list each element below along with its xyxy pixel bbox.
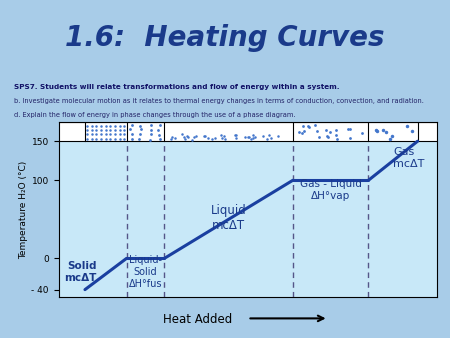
Text: Gas - Liquid
ΔH°vap: Gas - Liquid ΔH°vap — [300, 179, 362, 201]
Text: Gas
mcΔT: Gas mcΔT — [393, 147, 424, 169]
Bar — [58, 122, 436, 141]
Y-axis label: Temperature H₂O (°C): Temperature H₂O (°C) — [19, 161, 28, 259]
Text: Solid
mcΔT: Solid mcΔT — [64, 262, 96, 284]
Text: 1.6:  Heating Curves: 1.6: Heating Curves — [65, 24, 385, 52]
Text: SPS7. Students will relate transformations and flow of energy within a system.: SPS7. Students will relate transformatio… — [14, 84, 339, 91]
Text: Liquid-
Solid
ΔH°fus: Liquid- Solid ΔH°fus — [129, 256, 162, 289]
Text: b. Investigate molecular motion as it relates to thermal energy changes in terms: b. Investigate molecular motion as it re… — [14, 98, 423, 104]
Text: d. Explain the flow of energy in phase changes through the use of a phase diagra: d. Explain the flow of energy in phase c… — [14, 112, 295, 118]
Text: Heat Added: Heat Added — [163, 313, 233, 326]
Text: Liquid
mcΔT: Liquid mcΔT — [211, 203, 247, 232]
